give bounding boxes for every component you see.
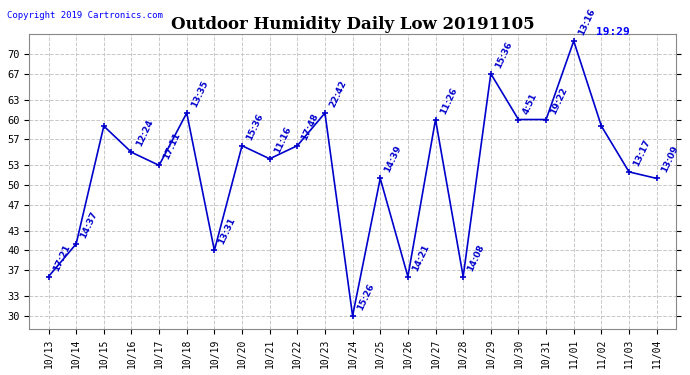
- Text: 11:16: 11:16: [273, 125, 293, 154]
- Text: 17:11: 17:11: [162, 131, 182, 161]
- Text: 15:36: 15:36: [493, 40, 514, 69]
- Text: 13:09: 13:09: [660, 144, 680, 174]
- Text: 11:26: 11:26: [438, 86, 459, 116]
- Text: Copyright 2019 Cartronics.com: Copyright 2019 Cartronics.com: [7, 11, 163, 20]
- Text: 17:21: 17:21: [51, 243, 72, 272]
- Text: 19:22: 19:22: [549, 86, 569, 116]
- Text: 13:31: 13:31: [217, 216, 237, 246]
- Text: 15:26: 15:26: [355, 282, 375, 312]
- Text: 13:35: 13:35: [190, 79, 210, 109]
- Text: 14:39: 14:39: [383, 144, 404, 174]
- Text: 15:36: 15:36: [245, 112, 265, 141]
- Text: 14:21: 14:21: [411, 243, 431, 272]
- Text: 22:42: 22:42: [328, 79, 348, 109]
- Text: 12:24: 12:24: [135, 118, 155, 148]
- Title: Outdoor Humidity Daily Low 20191105: Outdoor Humidity Daily Low 20191105: [171, 16, 535, 33]
- Text: 13:17: 13:17: [632, 138, 652, 168]
- Text: 17:48: 17:48: [300, 112, 320, 141]
- Text: Humidity  (%): Humidity (%): [611, 16, 690, 26]
- Text: 19:29: 19:29: [596, 27, 630, 37]
- Text: 13:16: 13:16: [577, 7, 597, 37]
- Text: 4:51: 4:51: [521, 91, 539, 116]
- Text: 14:37: 14:37: [79, 210, 99, 240]
- Text: 14:08: 14:08: [466, 243, 486, 272]
